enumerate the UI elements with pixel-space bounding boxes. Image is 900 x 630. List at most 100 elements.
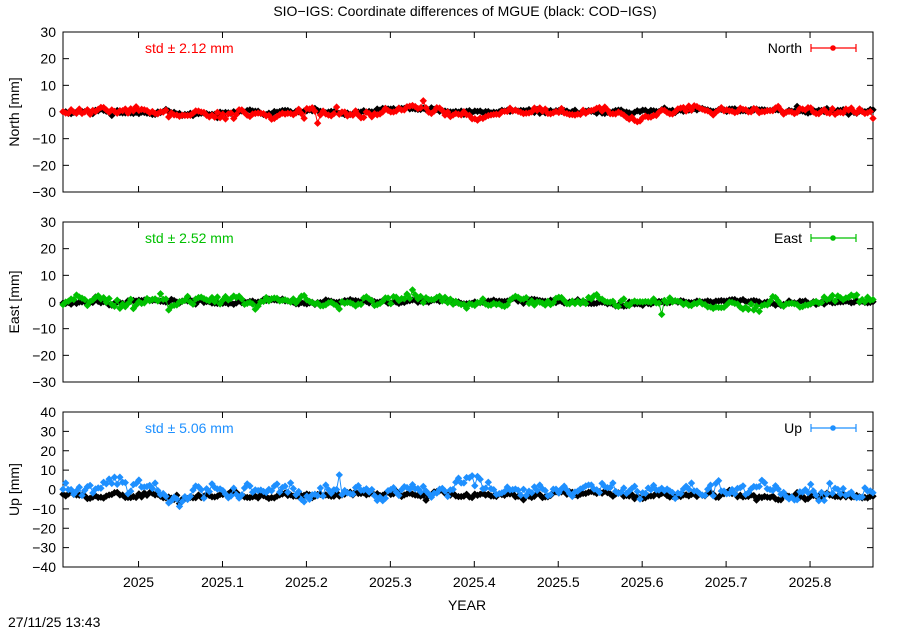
data-point <box>755 307 763 316</box>
data-point <box>853 291 861 299</box>
data-point <box>633 487 641 496</box>
data-point <box>189 300 197 308</box>
data-point <box>620 295 628 303</box>
data-point <box>370 492 379 500</box>
y-tick-label: −10 <box>32 321 56 337</box>
data-point <box>295 487 303 496</box>
data-point <box>419 97 427 105</box>
data-point <box>541 486 549 495</box>
data-point <box>230 484 238 492</box>
data-point <box>687 479 696 487</box>
data-point <box>731 490 739 498</box>
data-point <box>297 109 306 118</box>
data-point <box>609 479 617 487</box>
y-tick-label: 30 <box>40 24 56 40</box>
data-point <box>154 297 162 305</box>
data-point <box>677 490 685 498</box>
x-tick-label: 2025 <box>123 574 154 590</box>
data-point <box>454 474 463 482</box>
x-tick-label: 2025.6 <box>621 574 664 590</box>
y-tick-label: 20 <box>40 51 56 67</box>
data-point <box>869 114 877 123</box>
data-point <box>300 114 308 122</box>
data-point <box>197 486 205 494</box>
data-point <box>186 492 194 501</box>
data-point <box>514 486 522 494</box>
data-point <box>349 490 357 498</box>
data-point <box>200 494 208 502</box>
data-point <box>460 479 468 487</box>
data-point <box>406 294 414 303</box>
data-point <box>173 495 181 503</box>
data-point <box>110 473 119 481</box>
data-point <box>162 492 170 501</box>
panel-up: 40 30 20 10 0 −10 −20 −30 −40 2025 2025.1 2025.2 202… <box>6 404 877 590</box>
y-tick-label: 30 <box>40 423 56 439</box>
data-point <box>671 494 679 503</box>
data-point <box>755 482 763 491</box>
data-point <box>739 482 747 490</box>
data-point <box>774 485 782 493</box>
data-point <box>519 485 528 493</box>
data-point <box>807 480 815 488</box>
data-point <box>319 492 327 500</box>
data-point <box>357 300 365 309</box>
data-point <box>834 485 842 494</box>
data-point <box>400 295 408 303</box>
data-point <box>62 479 70 487</box>
data-point <box>284 488 292 496</box>
data-point <box>812 491 820 499</box>
data-point <box>227 109 235 117</box>
data-point <box>484 478 492 486</box>
data-point <box>78 491 86 500</box>
x-tick-label: 2025.2 <box>285 574 328 590</box>
data-point <box>316 484 325 492</box>
data-point <box>313 492 322 500</box>
data-point <box>804 489 812 497</box>
data-point <box>335 305 343 313</box>
y-tick-label: 0 <box>48 104 56 120</box>
data-point <box>151 479 159 487</box>
y-tick-label: 10 <box>40 77 56 93</box>
legend-label: Up <box>784 420 802 436</box>
y-axis-label: North [mm] <box>6 77 22 146</box>
data-point <box>614 302 623 311</box>
x-axis-label: YEAR <box>448 597 486 613</box>
data-point <box>116 473 124 481</box>
std-label: std ± 2.52 mm <box>145 230 234 246</box>
std-label: std ± 2.12 mm <box>145 40 234 56</box>
data-point <box>744 305 753 314</box>
data-point <box>330 110 338 118</box>
data-point <box>663 299 671 307</box>
y-tick-label: −30 <box>32 374 56 390</box>
y-tick-label: −40 <box>32 559 56 575</box>
x-tick-label: 2025.7 <box>705 574 748 590</box>
data-point <box>668 488 677 497</box>
data-point <box>408 286 417 294</box>
data-point <box>471 482 479 490</box>
y-tick-label: −20 <box>32 520 56 536</box>
data-point <box>595 488 604 497</box>
data-point <box>747 300 755 308</box>
y-tick-label: 20 <box>40 443 56 459</box>
data-point <box>826 479 834 487</box>
data-point <box>441 487 449 495</box>
y-tick-label: −10 <box>32 501 56 517</box>
data-point <box>67 485 75 494</box>
data-point <box>97 484 105 492</box>
data-point <box>387 300 395 308</box>
legend-label: North <box>768 40 802 56</box>
data-point <box>416 488 425 496</box>
data-point <box>289 484 297 493</box>
x-tick-label: 2025.3 <box>369 574 412 590</box>
data-point <box>148 484 157 493</box>
x-tick-label: 2025.4 <box>453 574 496 590</box>
legend-marker <box>830 425 836 431</box>
data-point <box>446 295 455 303</box>
data-point <box>175 502 184 511</box>
y-tick-label: −20 <box>32 347 56 363</box>
data-point <box>831 297 839 305</box>
data-point <box>267 487 276 495</box>
data-point <box>479 295 487 303</box>
data-point <box>219 110 227 118</box>
